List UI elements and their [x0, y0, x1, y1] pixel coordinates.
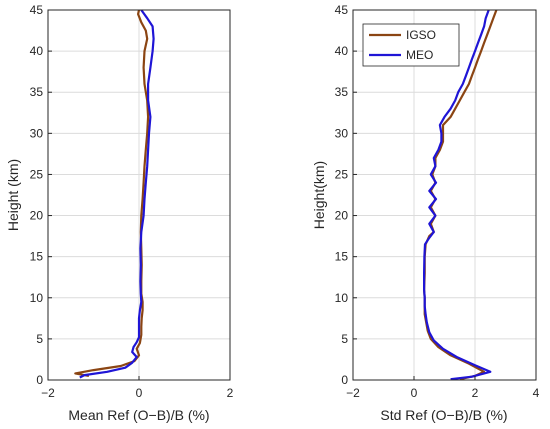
mean-y-axis-label: Height (km)	[5, 159, 21, 231]
mean-y-tick-label: 35	[30, 85, 44, 99]
mean-series	[74, 9, 155, 379]
legend-label-meo: MEO	[406, 48, 433, 62]
mean-y-tick-label: 30	[30, 126, 44, 140]
std-y-tick-label: 35	[335, 85, 349, 99]
std-y-tick-label: 30	[335, 126, 349, 140]
mean-y-tick-label: 0	[36, 373, 43, 387]
mean-x-tick-label: 0	[136, 386, 143, 400]
mean-y-tick-label: 5	[36, 332, 43, 346]
std-y-tick-label: 25	[335, 167, 349, 181]
std-x-tick-label: −2	[346, 386, 360, 400]
mean-x-tick-label: 2	[227, 386, 234, 400]
std-y-tick-label: 5	[341, 332, 348, 346]
mean-y-tick-label: 15	[30, 250, 44, 264]
legend: IGSO MEO	[362, 23, 460, 67]
std-y-tick-label: 45	[335, 3, 349, 17]
mean-y-tick-label: 25	[30, 167, 44, 181]
std-x-tick-label: 2	[472, 386, 479, 400]
std-y-axis-label: Height(km)	[311, 161, 327, 229]
std-x-axis-label: Std Ref (O−B)/B (%)	[380, 407, 507, 423]
std-y-tick-label: 10	[335, 291, 349, 305]
mean-x-axis-label: Mean Ref (O−B)/B (%)	[68, 407, 209, 423]
std-series-meo-line	[423, 9, 492, 381]
std-y-tick-label: 20	[335, 209, 349, 223]
mean-x-tick-label: −2	[41, 386, 55, 400]
std-y-tick-label: 40	[335, 44, 349, 58]
mean-y-tick-label: 45	[30, 3, 44, 17]
mean-y-tick-label: 20	[30, 209, 44, 223]
mean-series-igso-line	[74, 9, 150, 377]
mean-series-meo-line	[79, 9, 155, 379]
legend-label-igso: IGSO	[406, 28, 436, 42]
legend-box	[362, 23, 460, 67]
std-series	[423, 9, 498, 381]
std-y-tick-label: 0	[341, 373, 348, 387]
std-x-tick-label: 4	[533, 386, 540, 400]
std-axes-frame	[352, 9, 537, 381]
mean-y-tick-label: 40	[30, 44, 44, 58]
mean-y-tick-label: 10	[30, 291, 44, 305]
std-x-tick-label: 0	[411, 386, 418, 400]
std-y-tick-label: 15	[335, 250, 349, 264]
